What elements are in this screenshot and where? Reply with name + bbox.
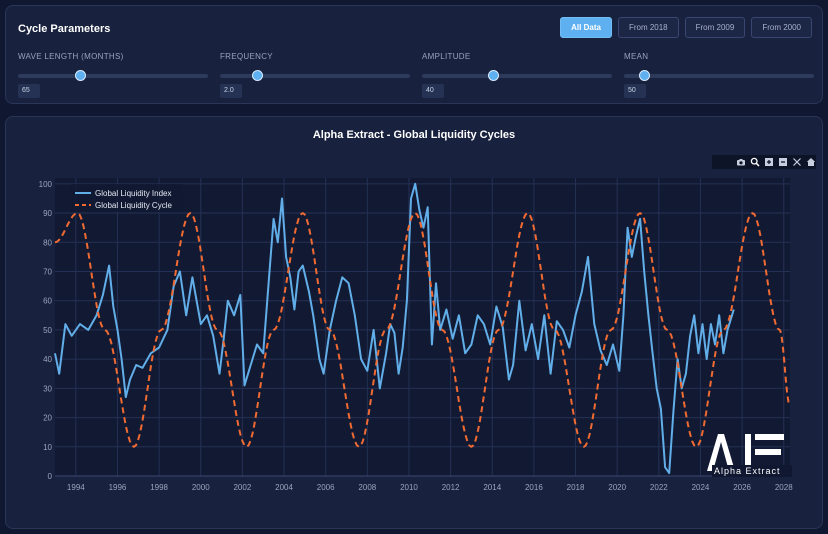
zoom-icon[interactable] — [749, 157, 760, 168]
y-tick-label: 100 — [39, 180, 53, 189]
x-tick-label: 2006 — [317, 483, 335, 492]
wave-length-slider[interactable] — [18, 70, 208, 81]
range-from-2009-button[interactable]: From 2009 — [684, 17, 746, 38]
y-tick-label: 90 — [43, 209, 52, 218]
range-from-2018-button[interactable]: From 2018 — [617, 17, 679, 38]
x-tick-label: 2022 — [650, 483, 668, 492]
x-tick-label: 2016 — [525, 483, 543, 492]
range-all-data-button[interactable]: All Data — [560, 17, 612, 38]
y-tick-label: 10 — [43, 443, 52, 452]
y-tick-label: 20 — [43, 414, 52, 423]
x-tick-label: 2008 — [358, 483, 376, 492]
mean-thumb[interactable] — [638, 70, 650, 81]
chart-modebar — [712, 155, 816, 169]
liquidity-chart-plot[interactable]: 0 10 20 30 40 50 60 70 80 90 100 1994 1996 1998 2000 20… — [6, 117, 822, 528]
mean-control: MEAN 50 — [624, 52, 814, 98]
home-icon[interactable] — [805, 157, 816, 168]
legend-label: Global Liquidity Cycle — [95, 201, 172, 210]
x-tick-label: 2010 — [400, 483, 418, 492]
x-tick-label: 2028 — [775, 483, 793, 492]
amplitude-thumb[interactable] — [488, 70, 500, 81]
autoscale-icon[interactable] — [791, 157, 802, 168]
x-tick-label: 1996 — [109, 483, 127, 492]
x-tick-label: 2000 — [192, 483, 210, 492]
liquidity-cycle-line — [54, 212, 791, 448]
x-tick-label: 2026 — [733, 483, 751, 492]
frequency-value: 2.0 — [220, 84, 242, 98]
x-tick-label: 2024 — [692, 483, 710, 492]
amplitude-label: AMPLITUDE — [422, 52, 471, 61]
y-tick-label: 80 — [43, 238, 52, 247]
x-tick-label: 2002 — [233, 483, 251, 492]
wave-length-thumb[interactable] — [74, 70, 86, 81]
x-tick-label: 2014 — [483, 483, 501, 492]
y-tick-label: 70 — [43, 267, 52, 276]
amplitude-slider[interactable] — [422, 70, 612, 81]
zoom-out-icon[interactable] — [777, 157, 788, 168]
mean-value: 50 — [624, 84, 646, 98]
y-tick-label: 50 — [43, 326, 52, 335]
y-tick-label: 40 — [43, 355, 52, 364]
zoom-in-icon[interactable] — [763, 157, 774, 168]
chart-panel: Alpha Extract - Global Liquidity Cycles … — [5, 116, 823, 529]
x-tick-label: 2012 — [442, 483, 460, 492]
legend-box — [71, 184, 183, 212]
x-tick-label: 2020 — [608, 483, 626, 492]
amplitude-control: AMPLITUDE 40 — [422, 52, 612, 98]
camera-icon[interactable] — [735, 157, 746, 168]
wave-length-label: WAVE LENGTH (MONTHS) — [18, 52, 124, 61]
y-tick-label: 0 — [48, 472, 53, 481]
amplitude-value: 40 — [422, 84, 444, 98]
x-tick-label: 1998 — [150, 483, 168, 492]
alpha-extract-logo: Alpha Extract — [700, 432, 792, 484]
y-tick-label: 60 — [43, 297, 52, 306]
params-title: Cycle Parameters — [18, 23, 111, 35]
wave-length-value: 65 — [18, 84, 40, 98]
x-tick-label: 2018 — [567, 483, 585, 492]
frequency-label: FREQUENCY — [220, 52, 273, 61]
frequency-control: FREQUENCY 2.0 — [220, 52, 410, 98]
range-from-2000-button[interactable]: From 2000 — [751, 17, 812, 38]
cycle-parameters-panel: Cycle Parameters All Data From 2018 From… — [5, 5, 823, 104]
x-tick-label: 1994 — [67, 483, 85, 492]
mean-slider[interactable] — [624, 70, 814, 81]
frequency-slider[interactable] — [220, 70, 410, 81]
wave-length-control: WAVE LENGTH (MONTHS) 65 — [18, 52, 208, 98]
mean-label: MEAN — [624, 52, 649, 61]
y-tick-label: 30 — [43, 384, 52, 393]
range-button-group: All Data From 2018 From 2009 From 2000 — [560, 17, 812, 38]
x-tick-label: 2004 — [275, 483, 293, 492]
frequency-thumb[interactable] — [252, 70, 263, 81]
chart-title: Alpha Extract - Global Liquidity Cycles — [312, 129, 516, 141]
logo-text: Alpha Extract — [712, 465, 792, 477]
legend-label: Global Liquidity Index — [95, 189, 172, 198]
liquidity-index-line — [54, 182, 735, 475]
